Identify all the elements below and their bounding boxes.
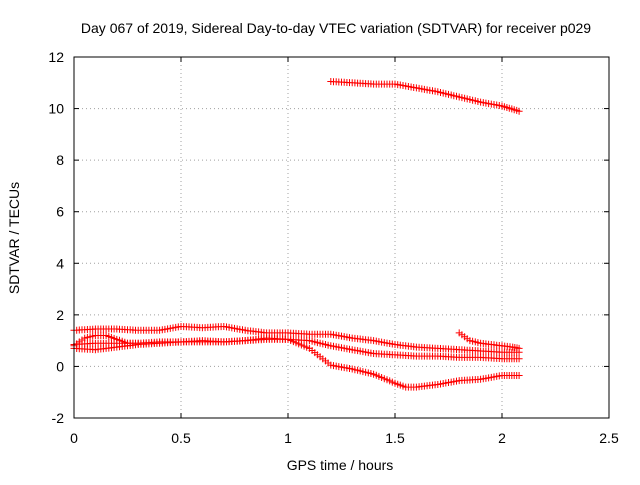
y-tick-label: 0 xyxy=(56,358,64,374)
series-track-high xyxy=(327,78,523,115)
y-axis-label: SDTVAR / TECUs xyxy=(6,182,22,294)
x-tick-label: 0.5 xyxy=(171,430,191,446)
x-axis-label: GPS time / hours xyxy=(287,457,394,473)
x-tick-label: 1.5 xyxy=(385,430,405,446)
y-tick-label: 4 xyxy=(56,255,64,271)
plot-frame xyxy=(73,56,610,419)
series-track-late xyxy=(455,329,523,352)
x-tick-label: 2.5 xyxy=(599,430,619,446)
chart-title: Day 067 of 2019, Sidereal Day-to-day VTE… xyxy=(81,20,591,36)
y-tick-label: 10 xyxy=(48,101,64,117)
y-tick-label: 8 xyxy=(56,152,64,168)
y-tick-label: 12 xyxy=(48,49,64,65)
data-points xyxy=(70,78,523,391)
axis-ticks: 0 0.5 1 1.5 2 2.5 -2 0 2 4 6 8 10 12 xyxy=(48,49,619,446)
x-tick-label: 1 xyxy=(284,430,292,446)
y-tick-label: -2 xyxy=(52,410,65,426)
x-tick-label: 0 xyxy=(70,430,78,446)
x-tick-label: 2 xyxy=(498,430,506,446)
y-tick-label: 2 xyxy=(56,307,64,323)
y-tick-label: 6 xyxy=(56,204,64,220)
